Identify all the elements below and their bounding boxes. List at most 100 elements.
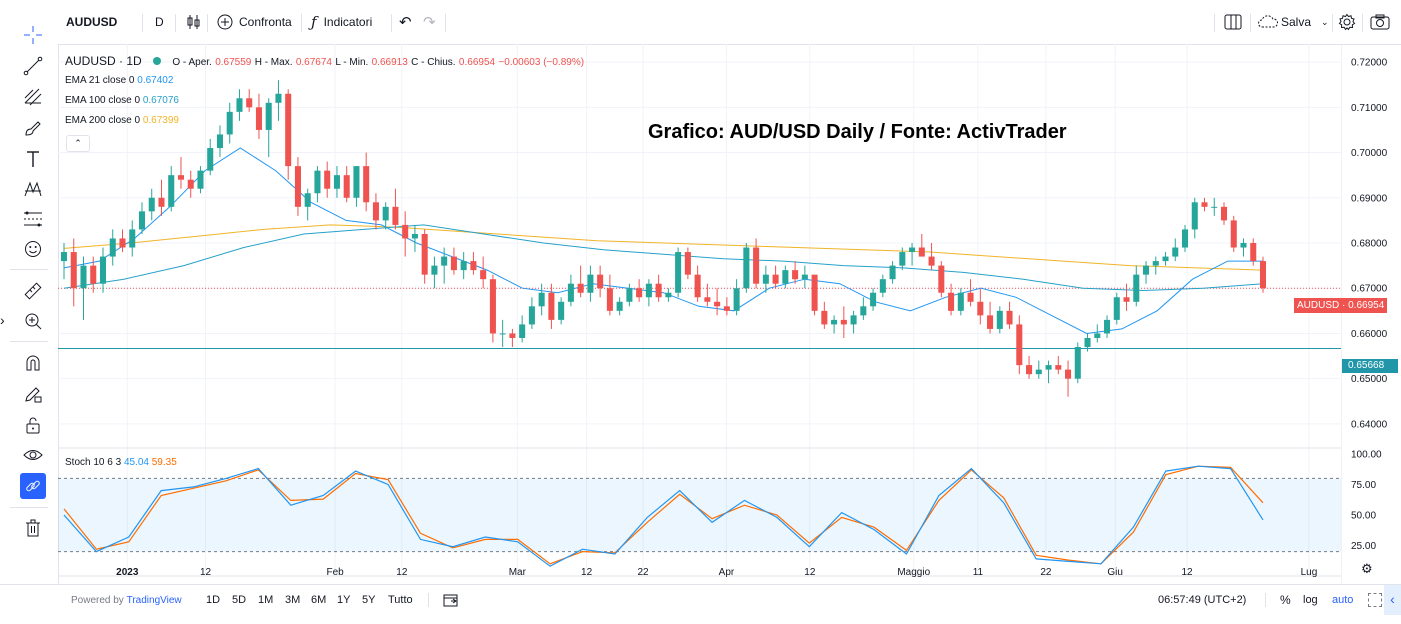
delete-tool[interactable]: [22, 517, 44, 539]
ema100-legend[interactable]: EMA 100 close 0 0.67076: [65, 95, 179, 106]
range-3m[interactable]: 3M: [285, 585, 300, 615]
powered-by[interactable]: Powered by TradingView: [71, 585, 182, 615]
candle-body: [840, 319, 847, 325]
candle-body: [694, 274, 701, 298]
chart-area[interactable]: 2023 12 Feb 12 Mar 12 22 Apr 12 Maggio 11 22 Giu 12 Lu…: [58, 44, 1341, 584]
time-tick-label: Maggio: [897, 567, 930, 578]
candle-body: [870, 292, 877, 307]
candle-body: [119, 238, 126, 248]
candle-body: [402, 224, 409, 239]
goto-date-button[interactable]: [443, 585, 459, 615]
prediction-tool[interactable]: [22, 208, 44, 230]
candle-body: [148, 197, 155, 212]
range-label: 1M: [258, 594, 274, 606]
interval-button[interactable]: D: [155, 0, 164, 44]
divider: [1214, 14, 1215, 32]
candle-body: [1074, 347, 1081, 379]
pattern-icon: [24, 181, 42, 197]
candle-body: [753, 247, 760, 284]
text-tool[interactable]: [22, 148, 44, 170]
brand-link[interactable]: TradingView: [126, 594, 182, 606]
ema21-legend[interactable]: EMA 21 close 0 0.67402: [65, 75, 173, 86]
axis-settings-button[interactable]: ⚙: [1361, 561, 1373, 577]
undo-button[interactable]: ↶: [399, 0, 412, 44]
range-all[interactable]: Tutto: [388, 585, 413, 615]
trend-line-tool[interactable]: [22, 55, 44, 77]
candle-body: [421, 233, 428, 275]
auto-toggle[interactable]: auto: [1332, 585, 1353, 615]
range-label: 6M: [311, 594, 327, 606]
candle-body: [1162, 256, 1169, 262]
ema200-legend[interactable]: EMA 200 close 0 0.67399: [65, 115, 179, 126]
high-label: H - Max.: [254, 57, 293, 68]
fullscreen-button[interactable]: [1368, 593, 1382, 607]
hide-tool[interactable]: [22, 444, 44, 466]
range-6m[interactable]: 6M: [311, 585, 326, 615]
chart-annotation-text[interactable]: Grafico: AUD/USD Daily / Fonte: ActivTra…: [648, 121, 1067, 143]
settings-button[interactable]: [1338, 0, 1356, 44]
range-1y[interactable]: 1Y: [337, 585, 350, 615]
candle-body: [343, 175, 350, 198]
candle-body: [324, 170, 331, 189]
candle-type-button[interactable]: [186, 0, 202, 44]
candle-body: [1201, 202, 1208, 207]
indicators-button[interactable]: ƒ Indicatori: [311, 0, 372, 44]
range-5y[interactable]: 5Y: [362, 585, 375, 615]
candle-body: [129, 229, 136, 248]
sync-drawings-button[interactable]: [20, 473, 46, 499]
chevron-right-icon[interactable]: ›: [0, 312, 5, 328]
brush-tool[interactable]: [22, 117, 44, 139]
candle-body: [899, 252, 906, 266]
magnet-icon: [26, 355, 40, 371]
toolbar-divider: [10, 507, 48, 508]
link-icon: [26, 480, 40, 492]
candle-body: [431, 265, 438, 275]
layout-button[interactable]: [1224, 0, 1242, 44]
stoch-label: Stoch 10 6 3: [65, 457, 122, 468]
price-chart[interactable]: 2023 12 Feb 12 Mar 12 22 Apr 12 Maggio 11 22 Giu 12 Lu…: [58, 44, 1401, 584]
drawing-toolbar: ›: [0, 26, 59, 584]
range-label: 5D: [232, 594, 247, 606]
time-axis[interactable]: 2023 12 Feb 12 Mar 12 22 Apr 12 Maggio 11 22 Giu 12 Lu…: [58, 567, 1341, 578]
emoji-tool[interactable]: [22, 238, 44, 260]
ruler-tool[interactable]: [22, 280, 44, 302]
candle-body: [782, 270, 789, 284]
candle-body: [1065, 369, 1072, 379]
pattern-tool[interactable]: [22, 178, 44, 200]
range-5d[interactable]: 5D: [232, 585, 246, 615]
compare-button[interactable]: Confronta: [216, 0, 292, 44]
magnet-tool[interactable]: [22, 352, 44, 374]
candle-body: [265, 102, 272, 130]
lock-tool[interactable]: [22, 414, 44, 436]
price-tick-label: 0.68000: [1351, 239, 1388, 250]
save-button[interactable]: Salva ⌄: [1257, 0, 1329, 44]
symbol-search[interactable]: AUDUSD: [66, 0, 117, 44]
price-axis[interactable]: 0.72000 0.71000 0.70000 0.69000 0.68000 0.670…: [1341, 44, 1401, 584]
candle-body: [207, 148, 214, 171]
collapse-legend-button[interactable]: ⌃: [66, 135, 90, 152]
zoom-tool[interactable]: [22, 310, 44, 332]
log-toggle[interactable]: log: [1303, 585, 1318, 615]
stoch-legend[interactable]: Stoch 10 6 3 45.04 59.35: [65, 457, 177, 468]
stay-drawing-tool[interactable]: [22, 383, 44, 405]
divider: [1362, 14, 1363, 32]
candle-body: [138, 211, 146, 230]
crosshair-tool[interactable]: [22, 24, 44, 46]
range-1d[interactable]: 1D: [206, 585, 220, 615]
pitchfork-tool[interactable]: [22, 86, 44, 108]
redo-button[interactable]: ↷: [423, 0, 436, 44]
snapshot-button[interactable]: [1370, 0, 1390, 44]
main-legend[interactable]: AUDUSD · 1D O - Aper. 0.67559 H - Max. 0…: [65, 54, 584, 68]
candle-body: [1084, 337, 1091, 348]
percent-toggle[interactable]: %: [1280, 585, 1291, 615]
timezone-clock[interactable]: 06:57:49 (UTC+2): [1158, 585, 1246, 615]
stoch-k-line: [63, 465, 1264, 567]
candle-body: [197, 170, 204, 189]
candle-body: [528, 306, 535, 325]
collapse-panel-button[interactable]: ‹: [1384, 585, 1401, 615]
candle-body: [304, 193, 311, 207]
candle-body: [879, 279, 886, 293]
symbol-label: AUDUSD: [66, 15, 118, 29]
range-1m[interactable]: 1M: [258, 585, 273, 615]
divider: [301, 14, 302, 32]
